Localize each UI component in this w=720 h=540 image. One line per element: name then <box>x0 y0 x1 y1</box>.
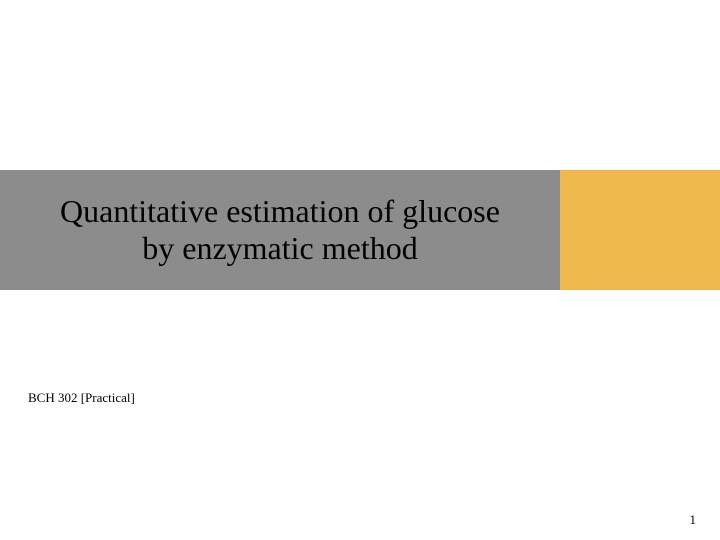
title-orange-block <box>560 170 720 290</box>
slide-title: Quantitative estimation of glucose by en… <box>60 193 500 267</box>
title-line-1: Quantitative estimation of glucose <box>60 193 500 229</box>
page-number: 1 <box>690 512 697 528</box>
title-grey-block: Quantitative estimation of glucose by en… <box>0 170 560 290</box>
title-line-2: by enzymatic method <box>142 230 417 266</box>
title-band: Quantitative estimation of glucose by en… <box>0 170 720 290</box>
course-label: BCH 302 [Practical] <box>28 390 135 406</box>
